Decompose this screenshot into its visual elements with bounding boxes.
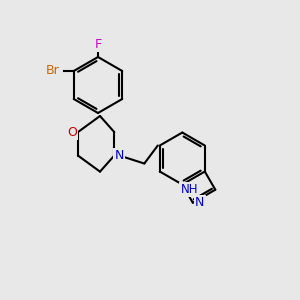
Text: N: N [115, 149, 124, 162]
Text: NH: NH [181, 183, 198, 196]
Text: O: O [67, 126, 77, 139]
Text: N: N [195, 196, 205, 209]
Text: Br: Br [46, 64, 60, 77]
Text: F: F [94, 38, 102, 50]
